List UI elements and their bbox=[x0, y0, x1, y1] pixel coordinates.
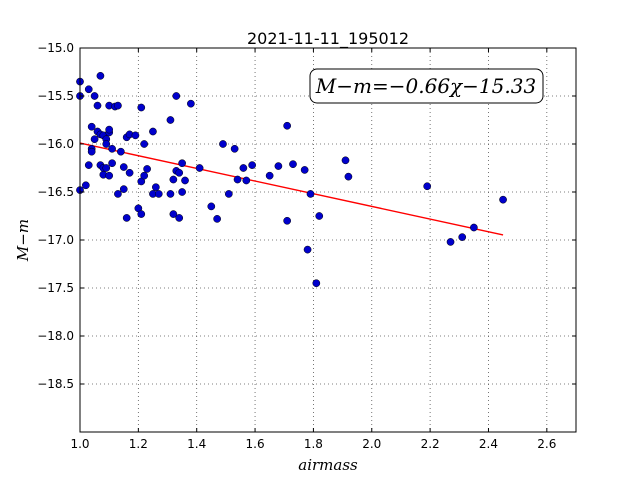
fit-annotation: M−m=−0.66χ−15.33 bbox=[309, 68, 544, 104]
data-point bbox=[344, 172, 353, 181]
data-point bbox=[119, 185, 128, 193]
x-tick-label: 1.0 bbox=[70, 437, 89, 451]
data-point bbox=[213, 215, 221, 223]
data-point bbox=[274, 162, 283, 170]
data-point bbox=[283, 121, 292, 130]
y-tick-label: −18.0 bbox=[37, 329, 74, 343]
data-point bbox=[90, 92, 99, 100]
data-point bbox=[149, 127, 157, 136]
data-point bbox=[446, 238, 455, 246]
data-point bbox=[140, 171, 149, 180]
data-point bbox=[152, 183, 160, 192]
data-points bbox=[76, 71, 507, 288]
grid bbox=[80, 48, 576, 432]
data-point bbox=[81, 181, 90, 190]
annotation-box bbox=[309, 68, 544, 104]
data-point bbox=[96, 71, 105, 80]
x-tick-label: 1.6 bbox=[246, 437, 265, 451]
y-tick-label: −16.5 bbox=[37, 185, 74, 199]
data-point bbox=[137, 103, 146, 112]
data-point bbox=[499, 195, 507, 204]
data-point bbox=[306, 190, 315, 198]
data-point bbox=[341, 156, 350, 165]
data-point bbox=[178, 159, 186, 168]
data-point bbox=[315, 212, 324, 220]
data-point bbox=[87, 147, 96, 156]
data-point bbox=[84, 161, 93, 169]
data-point bbox=[90, 135, 99, 144]
data-point bbox=[175, 168, 184, 177]
y-tick-label: −15.0 bbox=[37, 41, 74, 55]
data-point bbox=[303, 245, 312, 254]
data-point bbox=[470, 223, 478, 232]
chart-title: 2021-11-11_195012 bbox=[247, 29, 409, 49]
data-point bbox=[187, 99, 195, 108]
data-point bbox=[93, 101, 102, 110]
axis-ticks: 1.0 1.2 1.4 1.6 1.8 2.0 2.2 2.4 2.6 −15.0 −15.5 −16… bbox=[37, 41, 576, 451]
data-point bbox=[195, 164, 204, 172]
data-point bbox=[289, 160, 297, 169]
fit-line-layer bbox=[79, 142, 504, 236]
x-tick-label: 2.2 bbox=[421, 437, 440, 451]
data-point bbox=[116, 147, 125, 156]
fit-line bbox=[79, 142, 504, 236]
data-point bbox=[122, 214, 131, 222]
y-axis-label: M−m bbox=[14, 219, 32, 262]
y-tick-label: −17.5 bbox=[37, 281, 74, 295]
data-point bbox=[181, 176, 189, 185]
data-point bbox=[108, 159, 116, 168]
data-point bbox=[169, 210, 178, 218]
data-point bbox=[265, 171, 274, 180]
x-tick-label: 2.6 bbox=[537, 437, 556, 451]
data-point bbox=[131, 131, 140, 140]
data-point bbox=[224, 190, 233, 198]
data-point bbox=[178, 188, 186, 196]
data-point bbox=[239, 164, 248, 172]
x-tick-label: 2.0 bbox=[362, 437, 381, 451]
data-point bbox=[119, 163, 128, 171]
data-point bbox=[114, 101, 122, 110]
data-point bbox=[143, 165, 151, 173]
y-tick-label: −16.0 bbox=[37, 137, 74, 151]
data-point bbox=[140, 140, 149, 148]
data-point bbox=[458, 233, 467, 241]
data-point bbox=[175, 214, 184, 222]
data-point bbox=[105, 125, 114, 134]
data-point bbox=[102, 164, 111, 172]
data-point bbox=[207, 202, 216, 211]
data-point bbox=[423, 182, 432, 191]
data-point bbox=[102, 140, 111, 148]
data-point bbox=[166, 116, 175, 124]
data-point bbox=[169, 175, 178, 184]
data-point bbox=[125, 168, 134, 177]
y-tick-label: −15.5 bbox=[37, 89, 74, 103]
data-point bbox=[233, 175, 242, 184]
data-point bbox=[84, 85, 93, 94]
data-point bbox=[283, 216, 292, 225]
x-tick-label: 1.4 bbox=[187, 437, 206, 451]
data-point bbox=[230, 144, 239, 153]
data-point bbox=[105, 171, 114, 180]
data-point bbox=[219, 140, 227, 148]
data-point bbox=[300, 166, 309, 174]
annotation-text: M−m=−0.66χ−15.33 bbox=[315, 74, 536, 98]
data-point bbox=[248, 161, 256, 169]
data-point bbox=[108, 144, 116, 153]
data-point bbox=[166, 190, 175, 198]
y-tick-label: −17.0 bbox=[37, 233, 74, 247]
x-tick-label: 2.4 bbox=[479, 437, 498, 451]
data-point bbox=[172, 92, 181, 100]
data-point bbox=[242, 176, 251, 185]
data-point bbox=[114, 190, 122, 198]
data-point bbox=[87, 122, 96, 131]
data-point bbox=[312, 279, 321, 288]
x-tick-label: 1.8 bbox=[304, 437, 323, 451]
data-point bbox=[137, 210, 146, 218]
x-tick-label: 1.2 bbox=[129, 437, 148, 451]
data-point bbox=[154, 190, 163, 198]
y-tick-label: −18.5 bbox=[37, 377, 74, 391]
x-axis-label: airmass bbox=[298, 456, 358, 474]
